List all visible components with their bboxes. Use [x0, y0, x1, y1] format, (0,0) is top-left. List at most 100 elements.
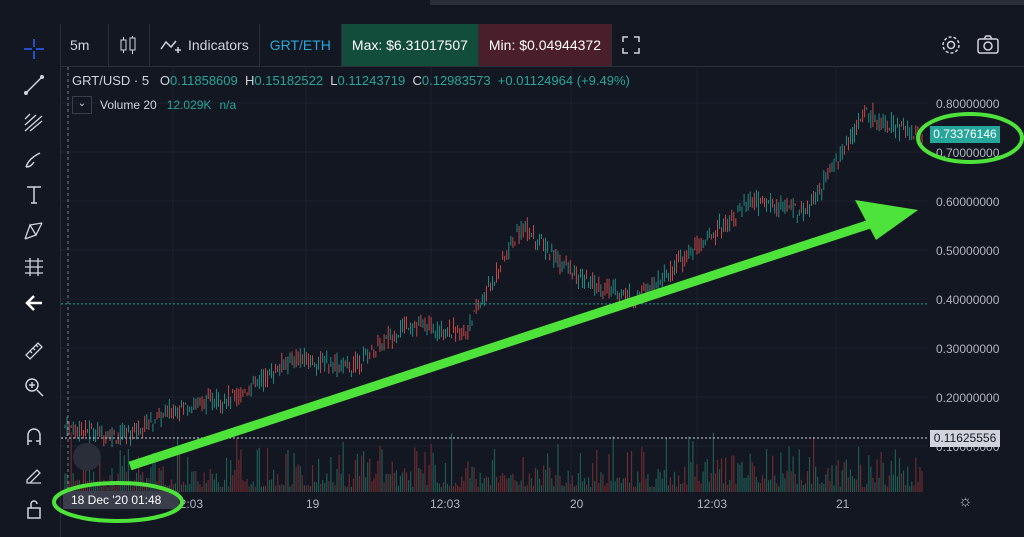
volume-bar [138, 456, 140, 492]
volume-bar [473, 467, 475, 492]
volume-bar [577, 472, 579, 492]
volume-bar [608, 454, 610, 492]
volume-bar [514, 480, 516, 492]
volume-bar [389, 474, 391, 492]
volume-bar [397, 485, 399, 492]
volume-bar [839, 486, 841, 492]
volume-bar [710, 472, 712, 492]
volume-bar [886, 486, 888, 492]
volume-bar [232, 475, 234, 492]
brush-tool[interactable] [18, 146, 50, 172]
volume-bar [405, 472, 408, 492]
volume-bar [344, 486, 346, 492]
volume-bar [328, 481, 330, 492]
volume-bar [481, 483, 483, 492]
volume-bar [876, 459, 878, 492]
volume-bar [849, 469, 852, 492]
volume-bar [637, 471, 639, 492]
volume-bar [630, 451, 633, 492]
fullscreen-icon [622, 36, 640, 54]
lock-icon [27, 500, 41, 519]
volume-bar [782, 473, 784, 492]
volume-bar [868, 455, 870, 492]
volume-bar [536, 469, 539, 492]
prediction-tool[interactable] [18, 254, 50, 280]
volume-bar [187, 457, 189, 492]
volume-bar [633, 486, 635, 492]
volume-bar [217, 482, 220, 492]
pitchfork-icon [24, 113, 43, 132]
fullscreen-button[interactable] [612, 24, 650, 66]
volume-bar [414, 447, 416, 492]
volume-bar [483, 477, 485, 492]
indicators-button[interactable]: Indicators [150, 24, 260, 66]
volume-bar [365, 477, 367, 492]
volume-bar [780, 452, 782, 492]
volume-bar [684, 466, 686, 492]
volume-bar [475, 479, 477, 492]
volume-bar [211, 473, 213, 492]
volume-bar [477, 486, 479, 492]
fib-tool[interactable] [18, 110, 50, 136]
text-tool[interactable] [18, 182, 50, 208]
volume-bar [862, 486, 864, 492]
volume-bar [708, 481, 710, 492]
volume-bar [585, 484, 588, 492]
volume-bar [465, 468, 467, 492]
symbol-label: GRT/USD · 5 [72, 73, 150, 88]
volume-bar [727, 485, 729, 492]
settings-button[interactable] [940, 34, 962, 61]
pattern-tool[interactable] [18, 218, 50, 244]
volume-bar [543, 465, 545, 492]
volume-bar [704, 461, 706, 492]
volume-bar [588, 477, 590, 492]
tradingview-logo-icon[interactable] [73, 443, 101, 471]
volume-bar [219, 486, 222, 492]
volume-bar [401, 472, 404, 492]
lock-drawing-tool[interactable] [18, 460, 50, 486]
volume-bar [569, 483, 571, 492]
volume-bar [258, 447, 260, 492]
chart-type-button[interactable] [109, 24, 150, 66]
volume-bar [84, 464, 87, 492]
volume-bar [532, 485, 534, 492]
volume-bar [720, 458, 723, 492]
pattern-icon [24, 222, 43, 240]
volume-bar [463, 480, 465, 492]
crosshair-tool[interactable] [18, 36, 50, 62]
interval-button[interactable]: 5m [60, 24, 109, 66]
volume-bar [248, 486, 250, 492]
price-chart[interactable] [61, 67, 928, 492]
volume-bar [387, 473, 389, 492]
volume-bar [391, 461, 393, 492]
trend-line-tool[interactable] [18, 72, 50, 98]
volume-bar [307, 485, 309, 492]
volume-bar [606, 482, 608, 492]
back-tool[interactable] [18, 290, 50, 316]
volume-bar [763, 478, 766, 492]
volume-bar [843, 461, 845, 492]
volume-bar [671, 484, 674, 492]
volume-bar [215, 473, 217, 492]
volume-bar [557, 444, 559, 492]
axis-settings-icon[interactable]: ☼ [958, 493, 973, 510]
zoom-tool[interactable] [18, 374, 50, 400]
ruler-tool[interactable] [18, 338, 50, 364]
screenshot-button[interactable] [976, 34, 1000, 61]
volume-bar [234, 469, 236, 492]
volume-bar [686, 484, 688, 492]
volume-bar [246, 478, 248, 492]
volume-bar [665, 438, 667, 492]
volume-bar [890, 460, 892, 492]
measure-lines-icon [25, 258, 43, 276]
magnet-tool[interactable] [18, 424, 50, 450]
lock-tool[interactable] [18, 496, 50, 522]
volume-bar [747, 475, 749, 492]
volume-bar [299, 466, 301, 492]
volume-bar [575, 485, 577, 492]
volume-bar [841, 470, 843, 492]
brush-icon [25, 152, 41, 168]
pair-link[interactable]: GRT/ETH [260, 24, 342, 66]
volume-bar [230, 460, 232, 492]
chevron-down-icon[interactable]: ⌄ [72, 96, 92, 114]
